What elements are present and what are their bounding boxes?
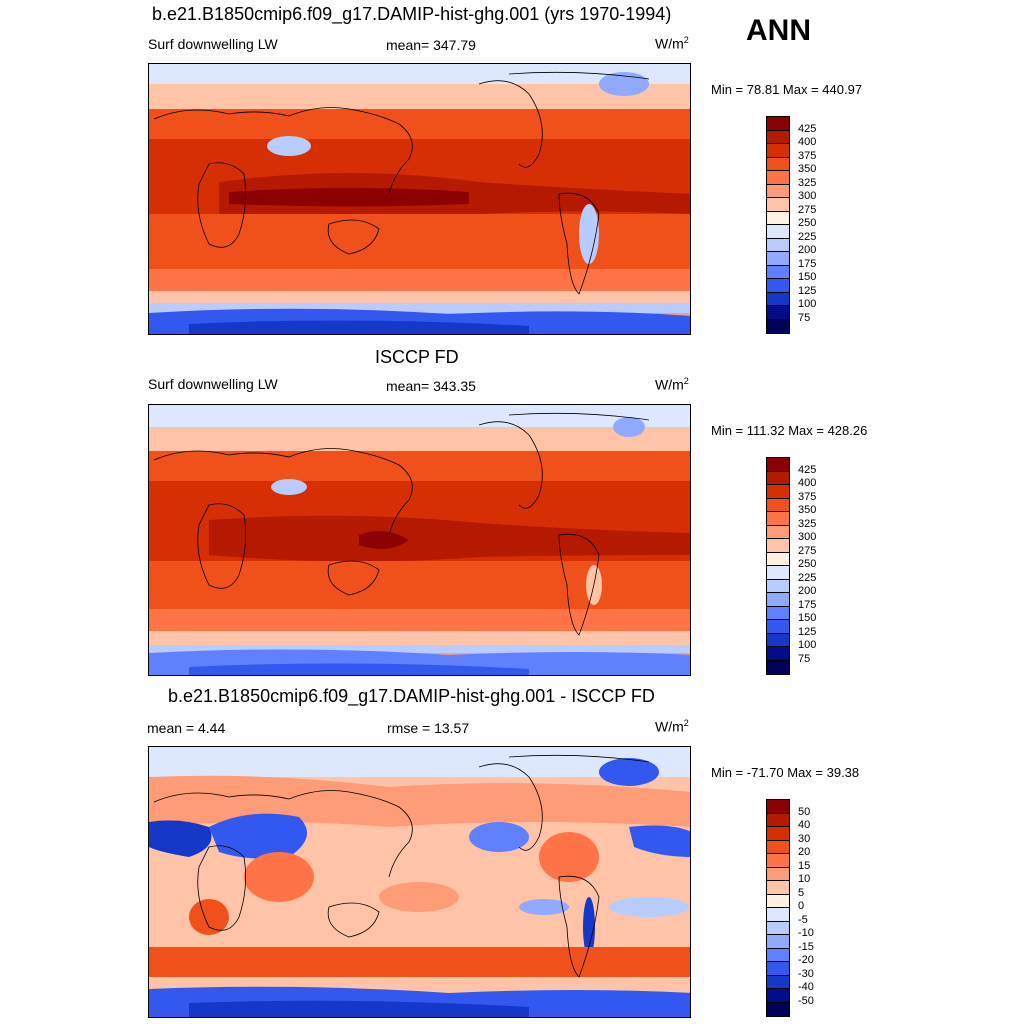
colorbar-label: 400	[798, 477, 817, 489]
colorbar-model	[766, 116, 790, 334]
map-model	[148, 63, 691, 335]
colorbar-label: 425	[798, 464, 817, 476]
colorbar-label: 30	[798, 833, 811, 845]
colorbar-label: 275	[798, 545, 817, 557]
colorbar-label: -20	[798, 954, 814, 966]
colorbar-label: 400	[798, 136, 817, 148]
colorbar-label: 125	[798, 285, 817, 297]
colorbar-label: 300	[798, 190, 817, 202]
colorbar-label: 350	[798, 504, 817, 516]
mean-label: mean= 343.35	[386, 378, 476, 394]
panel-title: b.e21.B1850cmip6.f09_g17.DAMIP-hist-ghg.…	[152, 4, 672, 24]
variable-label: Surf downwelling LW	[148, 376, 278, 392]
colorbar-label: 15	[798, 860, 811, 872]
colorbar-label: 50	[798, 806, 811, 818]
colorbar-label: 10	[798, 873, 811, 885]
colorbar-label: 175	[798, 258, 817, 270]
panel-title: ISCCP FD	[375, 347, 459, 367]
colorbar-label: 250	[798, 558, 817, 570]
colorbar-label: 150	[798, 612, 817, 624]
colorbar-difference	[766, 799, 790, 1017]
colorbar-label: 20	[798, 846, 811, 858]
units-label: W/m2	[655, 35, 689, 52]
min-max-label: Min = -71.70 Max = 39.38	[711, 765, 860, 780]
colorbar-label: 425	[798, 123, 817, 135]
panel-title: b.e21.B1850cmip6.f09_g17.DAMIP-hist-ghg.…	[168, 686, 655, 706]
min-max-label: Min = 111.32 Max = 428.26	[711, 423, 868, 438]
colorbar-label: -10	[798, 927, 814, 939]
colorbar-label: 250	[798, 217, 817, 229]
colorbar-label: 175	[798, 599, 817, 611]
rmse-label: rmse = 13.57	[387, 720, 470, 736]
colorbar-label: 225	[798, 572, 817, 584]
colorbar-label: 5	[798, 887, 805, 899]
units-label: W/m2	[655, 376, 689, 393]
min-max-label: Min = 78.81 Max = 440.97	[711, 82, 863, 97]
colorbar-label: 325	[798, 518, 817, 530]
colorbar-label: 40	[798, 819, 811, 831]
colorbar-label: 375	[798, 150, 817, 162]
colorbar-label: -15	[798, 941, 814, 953]
colorbar-label: 325	[798, 177, 817, 189]
colorbar-label: 350	[798, 163, 817, 175]
colorbar-label: 75	[798, 312, 811, 324]
mean-label: mean = 4.44	[147, 720, 226, 736]
colorbar-label: -30	[798, 968, 814, 980]
colorbar-label: 0	[798, 900, 805, 912]
colorbar-label: 200	[798, 585, 817, 597]
colorbar-label: -5	[798, 914, 808, 926]
colorbar-label: 100	[798, 639, 817, 651]
units-label: W/m2	[655, 718, 689, 735]
season-label: ANN	[746, 14, 811, 47]
colorbar-label: -50	[798, 995, 814, 1007]
colorbar-label: 225	[798, 231, 817, 243]
mean-label: mean= 347.79	[386, 37, 476, 53]
colorbar-label: 300	[798, 531, 817, 543]
colorbar-label: 150	[798, 271, 817, 283]
colorbar-label: 75	[798, 653, 811, 665]
map-difference	[148, 746, 691, 1018]
colorbar-label: -40	[798, 981, 814, 993]
colorbar-label: 125	[798, 626, 817, 638]
map-observations	[148, 404, 691, 676]
colorbar-label: 275	[798, 204, 817, 216]
variable-label: Surf downwelling LW	[148, 36, 278, 52]
colorbar-label: 100	[798, 298, 817, 310]
colorbar-label: 375	[798, 491, 817, 503]
colorbar-label: 200	[798, 244, 817, 256]
colorbar-observations	[766, 457, 790, 675]
